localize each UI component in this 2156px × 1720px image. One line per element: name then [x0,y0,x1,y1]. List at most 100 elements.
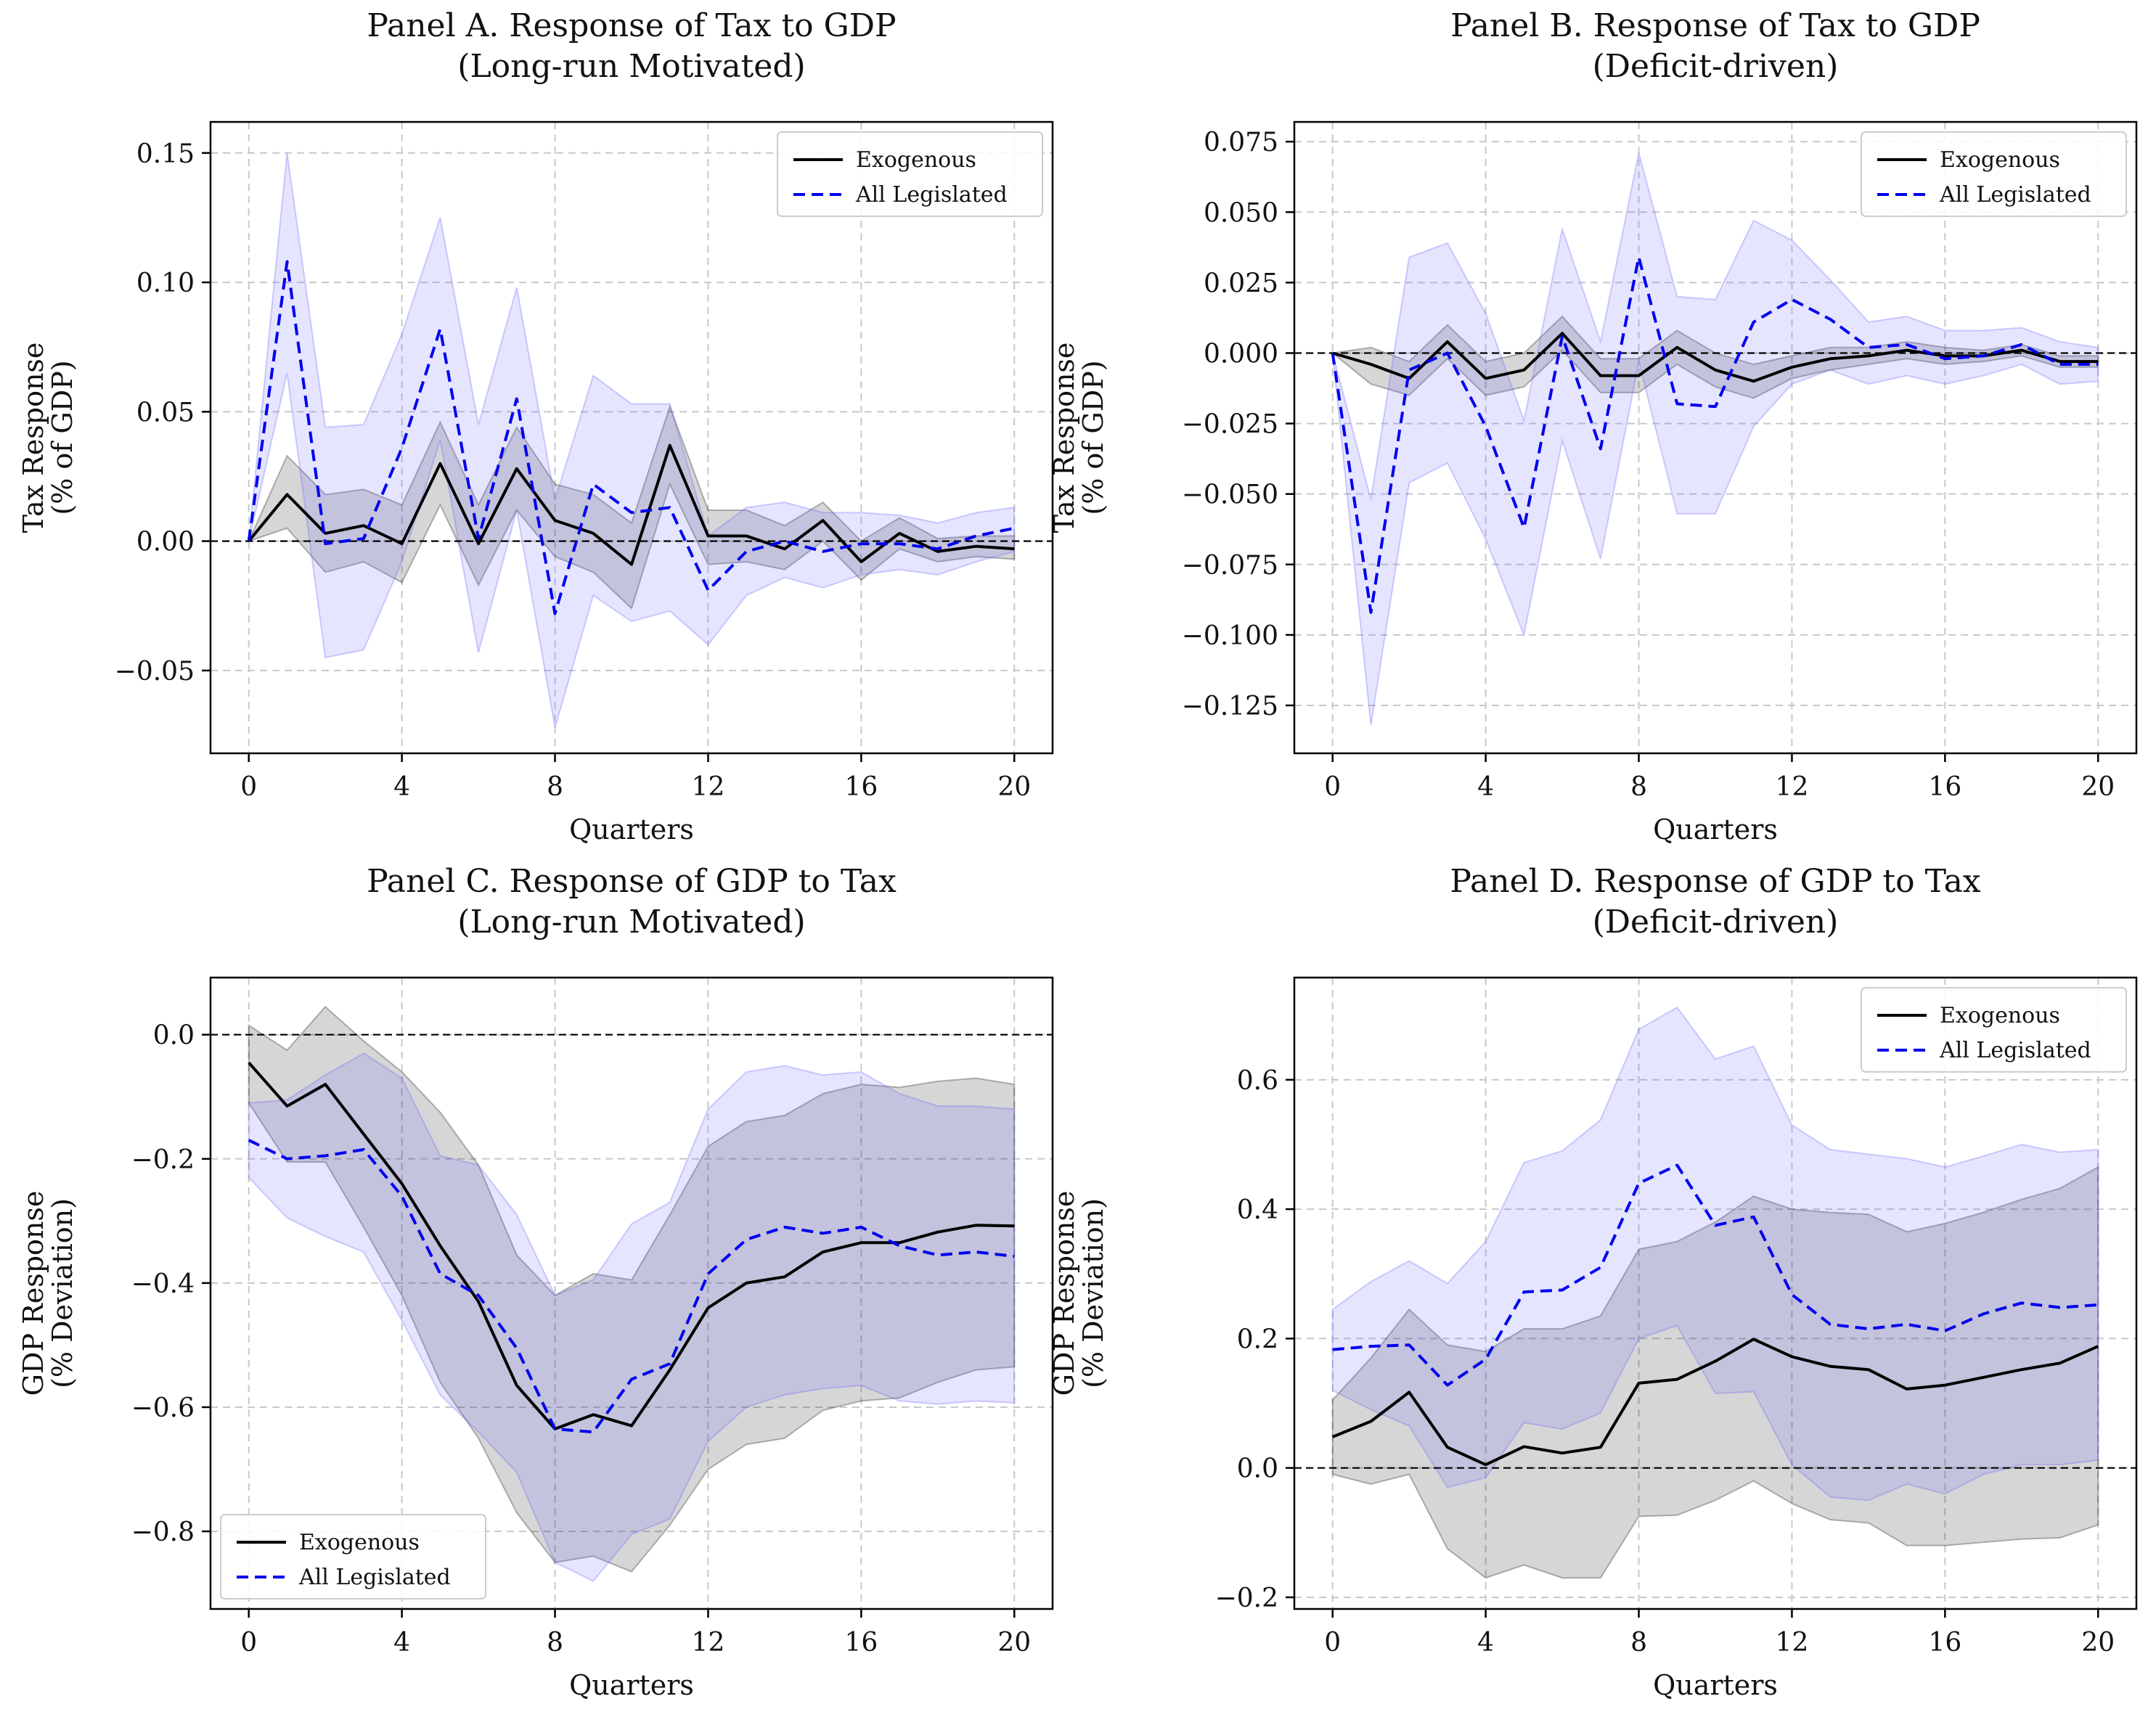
panel-a: Panel A. Response of Tax to GDP (Long-run… [17,7,1054,845]
y-tick-label: −0.075 [1182,551,1278,581]
plot-frame [209,120,1054,755]
x-tick-label: 0 [240,772,257,802]
y-tick-label: 0.10 [136,269,195,298]
panel-title-line-1: Panel C. Response of GDP to Tax [367,863,897,900]
confidence-band-all-legislated [248,1052,1016,1582]
x-tick-label: 12 [692,1628,725,1658]
series-line-all-legislated [1332,1163,2099,1387]
legend-label-all-legislated: All Legislated [855,182,1008,208]
x-tick-label: 8 [547,772,563,802]
y-axis-label-line-2: (% of GDP) [46,360,78,515]
panel-c: Panel C. Response of GDP to Tax (Long-run… [17,863,1054,1701]
legend-label-all-legislated: All Legislated [298,1565,451,1590]
x-tick-label: 16 [1928,772,1961,802]
x-tick-label: 16 [1928,1628,1961,1658]
y-tick-label: 0.075 [1204,128,1278,157]
x-tick-label: 4 [1477,1628,1494,1658]
y-axis-label-line-1: GDP Response [17,1191,49,1396]
x-tick-label: 12 [692,772,725,802]
y-tick-label: −0.025 [1182,410,1278,440]
x-tick-label: 20 [997,772,1031,802]
y-axis-label: GDP Response(% Deviation) [1048,1191,1109,1396]
legend: Exogenous All Legislated [220,1514,486,1600]
panel-title-line-2: (Long-run Motivated) [457,48,805,85]
y-axis-label-line-2: (% Deviation) [1077,1198,1109,1388]
legend-label-all-legislated: All Legislated [1939,182,2091,208]
confidence-band-all-legislated [1331,152,2099,726]
y-axis-label-line-1: Tax Response [17,343,49,533]
y-axis-label: Tax Response(% of GDP) [17,343,78,533]
x-tick-label: 4 [393,772,410,802]
y-tick-label: 0.05 [136,398,195,427]
y-axis-label: GDP Response(% Deviation) [17,1191,78,1396]
panel-title-line-2: (Deficit-driven) [1593,904,1839,941]
y-tick-label: −0.2 [131,1145,195,1175]
y-tick-label: −0.8 [131,1518,195,1547]
legend: Exogenous All Legislated [1861,131,2127,217]
y-axis-label-line-2: (% of GDP) [1077,360,1109,515]
y-tick-label: 0.0 [153,1021,195,1051]
series-line-all-legislated [1331,255,2099,614]
legend-label-exogenous: Exogenous [1940,147,2060,173]
legend-label-exogenous: Exogenous [856,147,976,173]
x-axis-label: Quarters [569,814,694,845]
legend-label-exogenous: Exogenous [299,1530,420,1555]
x-tick-label: 4 [1477,772,1494,802]
x-tick-label: 0 [1324,772,1341,802]
legend-box [220,1514,486,1600]
x-tick-label: 12 [1776,1628,1809,1658]
confidence-band-exogenous [248,1005,1016,1573]
x-tick-label: 20 [2081,772,2115,802]
y-tick-label: 0.00 [136,528,195,557]
y-tick-label: −0.4 [131,1269,195,1299]
x-tick-label: 8 [547,1628,563,1658]
legend-label-exogenous: Exogenous [1940,1003,2060,1028]
series-line-exogenous [248,1061,1015,1430]
y-tick-label: −0.2 [1215,1584,1278,1613]
confidence-band-all-legislated [1331,1006,2099,1502]
panel-b: Panel B. Response of Tax to GDP (Deficit-… [1048,7,2138,845]
y-tick-label: −0.100 [1182,621,1278,651]
y-axis-label-line-2: (% Deviation) [46,1198,78,1388]
y-tick-label: 0.0 [1237,1454,1278,1484]
series-line-all-legislated [247,260,1015,615]
y-tick-label: −0.6 [131,1393,195,1423]
y-tick-label: 0.4 [1237,1195,1278,1225]
plot-frame [1293,976,2138,1610]
x-tick-label: 16 [844,1628,878,1658]
legend-box [1861,131,2127,217]
x-tick-label: 20 [2081,1628,2115,1658]
panel-d: Panel D. Response of GDP to Tax (Deficit-… [1048,863,2138,1701]
x-axis-label: Quarters [569,1669,694,1701]
confidence-band-exogenous [1331,1166,2099,1579]
x-tick-label: 8 [1630,1628,1647,1658]
series-line-exogenous [1332,332,2099,383]
plot-frame [1293,120,2138,755]
x-tick-label: 4 [393,1628,410,1658]
panel-title-line-1: Panel A. Response of Tax to GDP [367,7,896,44]
series-line-all-legislated [248,1139,1015,1434]
series-line-exogenous [1331,1338,2099,1467]
y-tick-label: 0.050 [1204,198,1278,228]
x-tick-label: 12 [1776,772,1809,802]
panel-title-line-2: (Deficit-driven) [1593,48,1839,85]
plot-frame [209,976,1054,1610]
x-axis-label: Quarters [1653,814,1778,845]
y-tick-label: 0.000 [1204,339,1278,369]
panel-title-line-1: Panel B. Response of Tax to GDP [1450,7,1980,44]
x-tick-label: 20 [997,1628,1031,1658]
y-tick-label: −0.050 [1182,480,1278,510]
y-tick-label: −0.05 [115,657,195,687]
confidence-band-all-legislated [248,152,1016,728]
panel-title-line-2: (Long-run Motivated) [457,904,805,941]
legend: Exogenous All Legislated [777,131,1043,217]
legend-box [777,131,1043,217]
y-tick-label: 0.2 [1237,1324,1278,1354]
x-tick-label: 0 [1324,1628,1341,1658]
y-tick-label: 0.025 [1204,269,1278,298]
x-tick-label: 16 [844,772,878,802]
y-tick-label: 0.15 [136,139,195,169]
y-axis-label-line-1: Tax Response [1048,343,1080,533]
y-axis-label: Tax Response(% of GDP) [1048,343,1109,533]
